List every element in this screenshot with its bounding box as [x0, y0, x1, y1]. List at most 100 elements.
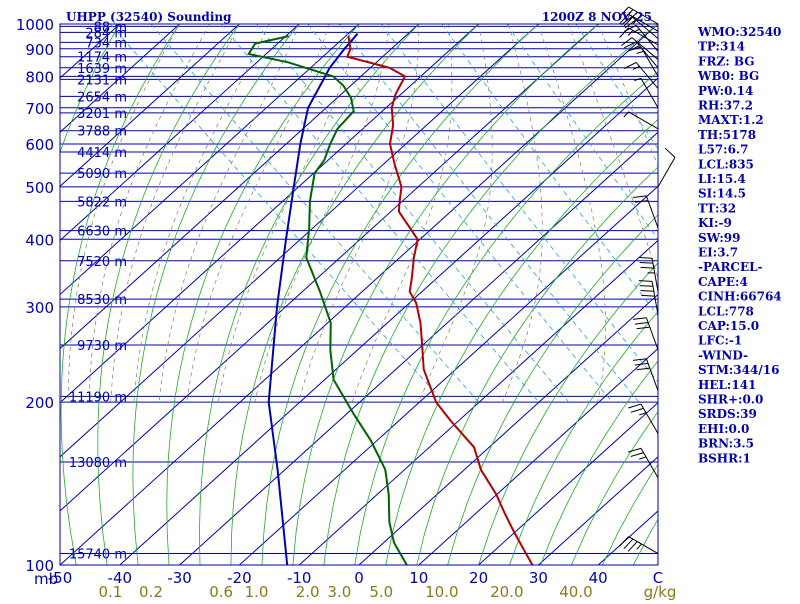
- wind-barb-flag: [631, 408, 644, 412]
- wind-barb-staff: [646, 196, 658, 228]
- index-entry: FRZ: BG: [698, 54, 754, 68]
- wind-barb-staff: [629, 112, 658, 129]
- height-tick-label: 5090 m: [77, 167, 127, 182]
- wind-barb-flag: [635, 322, 648, 324]
- wind-barb-flag: [628, 404, 641, 408]
- dry-adiabat-line: [133, 24, 299, 565]
- temperature-tick-label: 0: [354, 569, 364, 587]
- mixing-ratio-tick-label: 1.0: [245, 583, 269, 600]
- pressure-tick-label: 200: [25, 394, 54, 412]
- dry-adiabat-line: [167, 24, 359, 565]
- wind-barb-staff: [658, 157, 675, 186]
- wind-barbs: [619, 7, 675, 554]
- index-entry: CAPE:4: [698, 275, 748, 289]
- wind-barb-half-flag: [639, 457, 646, 459]
- pressure-tick-label: 500: [25, 179, 54, 197]
- wind-barb-half-flag: [637, 544, 642, 549]
- index-entry: -WIND-: [698, 348, 748, 362]
- wind-barb-flag: [641, 291, 654, 292]
- wind-barb-staff: [629, 537, 658, 554]
- wind-barb: [624, 62, 658, 88]
- chart-title: UHPP (32540) Sounding: [66, 10, 232, 24]
- wind-barb-half-flag: [628, 30, 633, 35]
- mixing-ratio-tick-label: 0.6: [209, 583, 233, 600]
- height-tick-label: 13080 m: [69, 456, 127, 471]
- height-tick-label: 8530 m: [77, 293, 127, 308]
- index-entry: SI:14.5: [698, 187, 746, 201]
- wind-barb-flag: [640, 262, 653, 263]
- mixing-ratio-unit-label: g/kg: [644, 583, 677, 600]
- height-tick-label: 4414 m: [77, 146, 127, 161]
- index-entry: LCL:835: [698, 157, 754, 171]
- wind-barb: [628, 404, 658, 433]
- index-entry: -PARCEL-: [698, 260, 763, 274]
- index-entry: WMO:32540: [697, 25, 781, 39]
- wind-barb-flag: [665, 148, 675, 157]
- index-entry: WB0: BG: [697, 69, 759, 83]
- temperature-tick-label: -50: [48, 569, 73, 587]
- index-entry: EHI:0.0: [698, 422, 749, 436]
- mixing-ratio-tick-label: 40.0: [559, 583, 592, 600]
- dry-adiabat-line: [262, 24, 539, 565]
- index-entry: STM:344/16: [698, 363, 779, 377]
- temperature-tick-label: 20: [469, 569, 488, 587]
- height-tick-label: 15740 m: [69, 548, 127, 563]
- dry-adiabat-line: [231, 24, 479, 565]
- mixing-ratio-tick-label: 2.0: [296, 583, 320, 600]
- wind-barb-staff: [641, 78, 658, 107]
- index-entry: TT:32: [698, 201, 736, 215]
- wind-barb-staff: [636, 62, 658, 88]
- height-tick-label: 3788 m: [77, 125, 127, 140]
- wind-barb: [628, 448, 658, 477]
- index-entry: CAP:15.0: [698, 319, 759, 333]
- height-tick-label: 734 m: [85, 36, 127, 51]
- wind-barb-flag: [639, 281, 652, 282]
- pressure-tick-label: 400: [25, 231, 54, 249]
- wind-barb: [633, 196, 658, 228]
- index-entry: LFC:-1: [698, 334, 742, 348]
- pressure-tick-label: 600: [25, 136, 54, 154]
- pressure-tick-label: 800: [25, 68, 54, 86]
- mixing-ratio-tick-label: 0.2: [139, 583, 163, 600]
- index-entry: BRN:3.5: [698, 437, 754, 451]
- wind-barb: [624, 112, 658, 129]
- index-entry: SW:99: [698, 231, 740, 245]
- index-entry: TH:5178: [698, 128, 756, 142]
- wind-barb-flag: [628, 448, 641, 452]
- height-tick-label: 11190 m: [69, 390, 127, 405]
- height-tick-label: 3201 m: [77, 107, 127, 122]
- mixing-ratio-tick-label: 20.0: [490, 583, 523, 600]
- wind-barb: [634, 78, 658, 107]
- chart-time: 1200Z 8 NOV 25: [542, 10, 652, 24]
- index-entry: CINH:66764: [698, 290, 782, 304]
- height-tick-label: 7520 m: [77, 255, 127, 270]
- mixing-ratio-tick-label: 10.0: [425, 583, 458, 600]
- wind-barb-flag: [639, 258, 652, 259]
- wind-barb-flag: [633, 196, 646, 198]
- index-entry: L57:6.7: [698, 143, 748, 157]
- dry-adiabat-line: [324, 24, 658, 565]
- wind-barb: [658, 148, 675, 187]
- wind-barb-flag: [631, 453, 644, 457]
- wind-barb-flag: [633, 318, 646, 320]
- wind-barb-flag: [641, 267, 654, 268]
- mixing-ratio-tick-label: 3.0: [327, 583, 351, 600]
- temperature-tick-label: 30: [529, 569, 548, 587]
- wind-barb-flag: [637, 327, 650, 329]
- index-entry: RH:37.2: [698, 99, 753, 113]
- wind-barb-half-flag: [637, 51, 644, 53]
- index-entry: SHR+:0.0: [698, 393, 763, 407]
- index-entry: KI:-9: [698, 216, 732, 230]
- height-tick-label: 5822 m: [77, 195, 127, 210]
- dry-adiabat-line: [788, 24, 800, 565]
- index-entry: PW:0.14: [698, 84, 753, 98]
- temperature-tick-label: -30: [167, 569, 192, 587]
- index-entry: BSHR:1: [698, 451, 751, 465]
- height-tick-label: 2654 m: [77, 90, 127, 105]
- index-entry: HEL:141: [698, 378, 756, 392]
- wind-barb: [619, 537, 658, 554]
- wind-barb: [639, 258, 658, 292]
- mixing-ratio-tick-label: 0.1: [98, 583, 122, 600]
